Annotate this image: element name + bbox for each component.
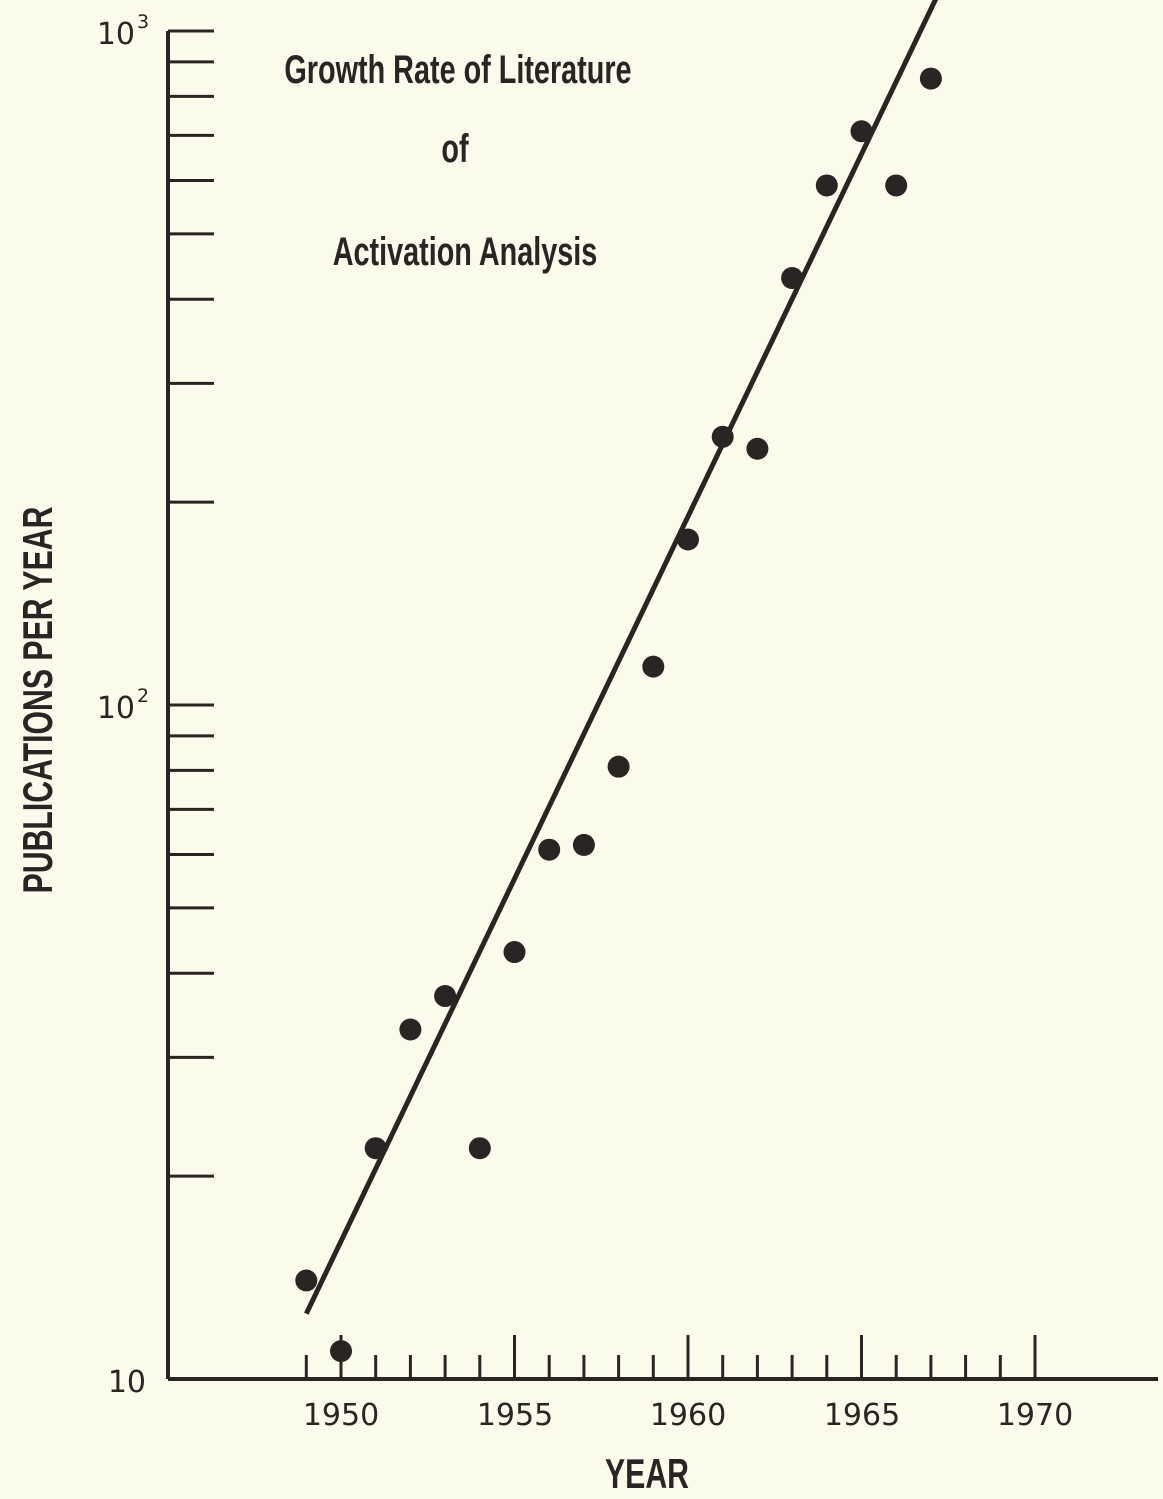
y-tick-label-1000: 10 bbox=[97, 17, 135, 52]
data-points bbox=[295, 67, 942, 1363]
y-tick-label-10-base: 10 bbox=[108, 1365, 146, 1400]
data-point-1963 bbox=[781, 267, 804, 290]
chart-title-line-3: Activation Analysis bbox=[333, 229, 598, 274]
x-tick-label-1955: 1955 bbox=[477, 1398, 553, 1433]
data-point-1958 bbox=[607, 755, 630, 778]
data-point-1965 bbox=[850, 120, 873, 143]
data-point-1962 bbox=[746, 437, 769, 460]
data-point-1966 bbox=[885, 174, 908, 197]
x-tick-label-1970: 1970 bbox=[997, 1398, 1073, 1433]
data-point-1951 bbox=[364, 1137, 387, 1160]
data-point-1956 bbox=[538, 838, 561, 861]
x-tick-label-1965: 1965 bbox=[824, 1398, 900, 1433]
fit-line-group bbox=[304, 0, 939, 1315]
data-point-1959 bbox=[642, 655, 665, 678]
data-point-1967 bbox=[919, 67, 942, 90]
data-point-1950 bbox=[330, 1340, 352, 1363]
y-tick-label-100-exponent: 2 bbox=[137, 685, 149, 707]
chart-title-line-1: Growth Rate of Literature bbox=[284, 47, 631, 92]
data-point-1957 bbox=[572, 833, 595, 856]
data-point-1955 bbox=[503, 941, 526, 964]
x-axis-title: YEAR bbox=[605, 1450, 689, 1497]
y-tick-label-10: 10 bbox=[108, 1365, 146, 1400]
data-point-1960 bbox=[677, 528, 699, 551]
data-point-1952 bbox=[399, 1018, 422, 1041]
y-axis-title: PUBLICATIONS PER YEAR bbox=[14, 507, 61, 894]
chart-title-line-2: of bbox=[441, 126, 469, 171]
y-tick-label-1000-exponent: 3 bbox=[137, 11, 149, 33]
data-point-1964 bbox=[815, 174, 838, 197]
data-point-1949 bbox=[295, 1269, 318, 1292]
x-tick-label-1960: 1960 bbox=[650, 1398, 726, 1433]
y-tick-label-100: 10 bbox=[97, 691, 135, 726]
tick-marks bbox=[168, 29, 1037, 1381]
y-tick-label-1000-base: 10 bbox=[97, 17, 135, 52]
x-tick-label-1950: 1950 bbox=[303, 1398, 379, 1433]
y-tick-label-100-base: 10 bbox=[97, 691, 135, 726]
data-point-1953 bbox=[434, 985, 457, 1008]
fit-line bbox=[304, 0, 939, 1315]
data-point-1961 bbox=[711, 425, 734, 448]
data-point-1954 bbox=[468, 1137, 491, 1160]
